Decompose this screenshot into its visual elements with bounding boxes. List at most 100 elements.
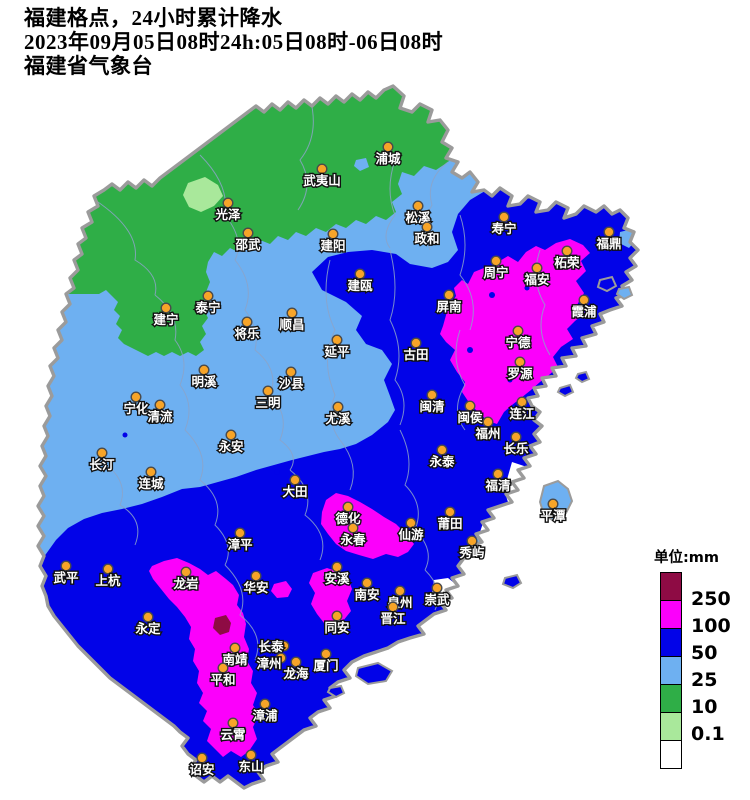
legend-label: 50 — [691, 642, 718, 664]
legend-swatch-10 — [660, 684, 682, 713]
city-dot — [142, 611, 154, 623]
legend-label: 25 — [691, 669, 718, 691]
city-marker: 建宁 — [152, 302, 180, 328]
city-label: 闽清 — [419, 399, 445, 414]
city-dot — [154, 399, 166, 411]
city-dot — [250, 570, 262, 582]
city-dot — [286, 307, 298, 319]
city-marker: 同安 — [323, 610, 351, 636]
city-marker: 永安 — [216, 429, 245, 455]
city-label: 漳平 — [227, 537, 253, 552]
province-outline — [36, 84, 640, 790]
legend: 单位:mm 250 100 50 25 10 0.1 — [654, 546, 750, 769]
city-label: 屏南 — [435, 299, 462, 314]
city-marker: 上杭 — [94, 563, 122, 589]
region-magenta-huaan — [271, 581, 292, 598]
city-marker: 顺昌 — [278, 307, 306, 333]
map-title-block: 福建格点，24小时累计降水 2023年09月05日08时24h:05日08时-0… — [24, 6, 443, 78]
city-label: 安溪 — [324, 571, 350, 586]
city-marker: 东山 — [237, 749, 265, 775]
city-dot — [278, 640, 290, 652]
city-dot — [405, 517, 417, 529]
city-label: 福州 — [474, 426, 500, 441]
legend-swatch-50 — [660, 628, 682, 657]
city-dot — [387, 601, 399, 613]
city-marker: 永定 — [133, 611, 162, 637]
city-dot — [262, 385, 274, 397]
city-dot — [217, 662, 229, 674]
city-marker: 永泰 — [427, 444, 456, 470]
legend-swatches: 250 100 50 25 10 0.1 — [660, 572, 750, 769]
city-dot — [354, 268, 366, 280]
city-dot — [490, 255, 502, 267]
city-label: 连江 — [509, 406, 535, 421]
map-agency: 福建省气象台 — [24, 54, 153, 78]
city-dot — [180, 566, 192, 578]
city-dot — [547, 498, 559, 510]
city-label: 德化 — [335, 511, 361, 526]
city-label: 长泰 — [258, 639, 284, 654]
city-dot — [498, 211, 510, 223]
city-dot — [130, 391, 142, 403]
city-label: 平和 — [210, 672, 235, 687]
city-marker: 闽侯 — [456, 400, 484, 426]
city-label: 建阳 — [320, 238, 345, 253]
city-label: 华安 — [243, 580, 268, 595]
city-label: 武夷山 — [303, 173, 341, 188]
legend-swatch-250 — [660, 572, 682, 601]
legend-swatch-0 — [660, 740, 682, 769]
city-label: 罗源 — [507, 366, 533, 381]
city-marker: 松溪 — [404, 200, 432, 226]
region-magenta-xiapu — [583, 349, 598, 363]
city-marker: 霞浦 — [570, 294, 598, 320]
city-marker: 龙海 — [281, 656, 310, 682]
city-dot — [342, 501, 354, 513]
city-dot — [275, 652, 287, 664]
map-datetime: 2023年09月05日08时24h:05日08时-06日08时 — [24, 30, 444, 54]
city-label: 永泰 — [428, 454, 455, 469]
city-dot — [466, 535, 478, 547]
city-marker: 长汀 — [88, 447, 116, 473]
city-label: 闽侯 — [457, 410, 483, 425]
lightblue-speck-green — [354, 158, 369, 171]
city-dot — [222, 197, 234, 209]
city-dot — [512, 325, 524, 337]
legend-swatch-25 — [660, 656, 682, 685]
city-label: 尤溪 — [325, 411, 351, 426]
city-label: 建宁 — [153, 312, 178, 327]
city-label: 邵武 — [234, 237, 261, 252]
map-title: 福建格点，24小时累计降水 — [24, 6, 283, 30]
city-dot — [464, 400, 476, 412]
city-dot — [96, 447, 108, 459]
city-marker: 连江 — [508, 396, 536, 422]
city-dot — [60, 560, 72, 572]
city-marker: 政和 — [413, 221, 441, 247]
city-marker: 福鼎 — [594, 226, 623, 252]
city-label: 沙县 — [278, 376, 304, 391]
city-dot — [443, 289, 455, 301]
city-dot — [492, 468, 504, 480]
city-marker: 华安 — [242, 570, 270, 596]
region-magenta-anxi — [309, 568, 352, 627]
city-marker: 福清 — [483, 468, 512, 494]
city-label: 同安 — [324, 620, 349, 635]
city-dot — [229, 642, 241, 654]
blue-specks — [122, 285, 530, 475]
city-marker: 福州 — [473, 416, 502, 442]
city-dot — [436, 444, 448, 456]
city-label: 延平 — [323, 344, 350, 359]
city-marker: 古田 — [402, 337, 430, 363]
city-label: 顺昌 — [279, 317, 304, 332]
city-marker: 南安 — [353, 577, 381, 603]
city-marker: 武夷山 — [302, 163, 342, 189]
city-label: 上杭 — [95, 573, 121, 588]
city-label: 龙海 — [282, 666, 309, 681]
city-dot — [394, 585, 406, 597]
city-label: 漳州 — [256, 656, 281, 671]
city-marker: 闽清 — [418, 389, 446, 415]
city-label: 明溪 — [191, 374, 217, 389]
city-label: 长汀 — [89, 457, 115, 472]
city-marker: 南靖 — [221, 642, 249, 668]
city-dot — [225, 429, 237, 441]
city-dot — [316, 163, 328, 175]
